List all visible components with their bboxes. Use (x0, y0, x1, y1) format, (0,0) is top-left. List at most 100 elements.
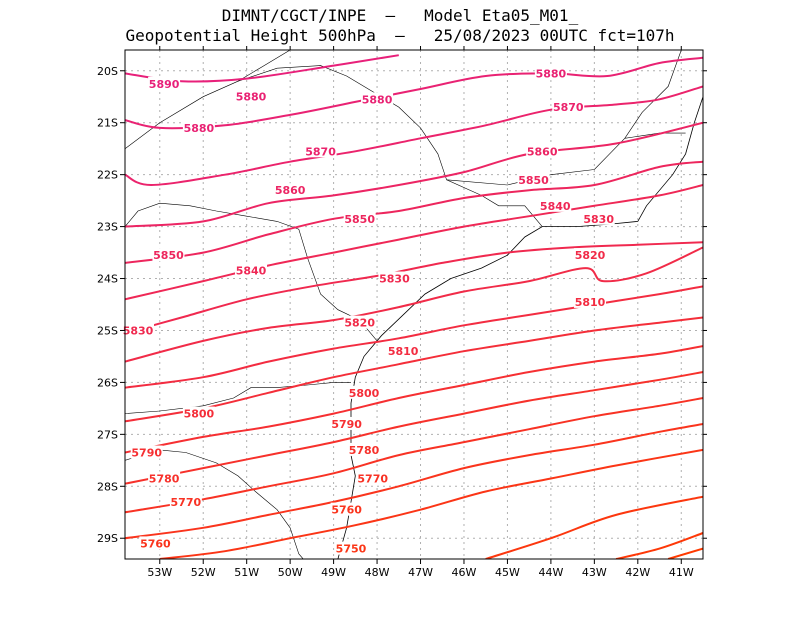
contour-label-bg (122, 323, 155, 337)
contour-label: 5880 (236, 91, 267, 104)
contour-label: 5830 (123, 324, 154, 337)
contour-label-bg (274, 183, 307, 197)
contour-label-bg (148, 76, 181, 90)
contour-label-bg (148, 471, 181, 485)
contour-line-5720 (667, 547, 703, 559)
contour-line-5860 (125, 121, 703, 228)
y-tick-label: 24S (97, 273, 118, 286)
x-tick-label: 46W (452, 566, 477, 579)
x-tick-label: 50W (278, 566, 303, 579)
grid-layer (125, 50, 703, 559)
map-title-line-2: Geopotential Height 500hPa – 25/08/2023 … (125, 26, 675, 45)
x-tick-label: 45W (495, 566, 520, 579)
contour-line-5730 (615, 532, 703, 559)
contour-label: 5810 (388, 345, 419, 358)
y-tick-label: 29S (97, 532, 118, 545)
y-tick-label: 25S (97, 324, 118, 337)
contour-label-bg (235, 89, 268, 103)
coastline (337, 96, 703, 559)
x-tick-label: 49W (321, 566, 346, 579)
contour-label-bg (334, 541, 367, 555)
x-tick-label: 43W (582, 566, 607, 579)
contour-label: 5820 (575, 249, 606, 262)
contour-label-bg (330, 416, 363, 430)
contour-line-5820 (125, 246, 703, 363)
contour-label-bg (517, 172, 550, 186)
contour-label-bg (582, 211, 615, 225)
state-boundary (125, 382, 351, 414)
contour-label: 5770 (171, 496, 202, 509)
contour-label: 5780 (349, 444, 380, 457)
contour-line-5750 (159, 448, 703, 559)
contour-line-5790 (125, 345, 703, 454)
x-tick-label: 52W (191, 566, 216, 579)
contour-label-bg (304, 144, 337, 158)
contour-label-bg (152, 248, 185, 262)
contour-label: 5830 (379, 273, 410, 286)
x-tick-label: 51W (234, 566, 259, 579)
contour-label: 5830 (583, 213, 614, 226)
contour-label: 5880 (184, 122, 215, 135)
contour-label-bg (343, 211, 376, 225)
contour-label: 5790 (331, 418, 362, 431)
contour-label: 5870 (553, 101, 584, 114)
y-axis-ticks: 20S 21S 22S 23S 24S 25S 26S 27S 28S 29S (97, 65, 707, 545)
contour-label-bg (534, 66, 567, 80)
contour-label-bg (235, 263, 268, 277)
contour-line-5850 (125, 160, 703, 264)
map-frame (124, 49, 704, 560)
x-tick-label: 41W (669, 566, 694, 579)
x-tick-label: 48W (365, 566, 390, 579)
state-boundary (125, 449, 304, 559)
contour-label: 5810 (575, 296, 606, 309)
contour-line-5740 (485, 495, 703, 559)
contour-line-5760 (125, 423, 703, 540)
contour-label: 5850 (153, 249, 184, 262)
contour-label-layer: 5890 5880 5880 5880 5880 5870 5870 5860 5860 5850… (122, 66, 615, 556)
contour-line-5810 (125, 285, 703, 389)
contour-label-bg (361, 92, 394, 106)
x-tick-label: 42W (625, 566, 650, 579)
contour-label: 5840 (236, 265, 267, 278)
y-tick-label: 23S (97, 221, 118, 234)
contour-label-bg (169, 494, 202, 508)
contour-label-bg (182, 120, 215, 134)
contour-label: 5890 (149, 78, 180, 91)
x-tick-label: 47W (408, 566, 433, 579)
contour-label-bg (526, 144, 559, 158)
contour-label-bg (130, 445, 163, 459)
contour-layer (125, 54, 703, 559)
contour-label-bg (378, 271, 411, 285)
contour-label: 5800 (184, 408, 215, 421)
contour-label-bg (552, 100, 585, 114)
contour-line-5770 (125, 397, 703, 514)
y-tick-label: 22S (97, 169, 118, 182)
y-tick-label: 21S (97, 117, 118, 130)
contour-label-bg (348, 442, 381, 456)
contour-label: 5750 (336, 543, 367, 556)
contour-label: 5860 (275, 184, 306, 197)
contour-label: 5760 (331, 504, 362, 517)
y-tick-label: 26S (97, 376, 118, 389)
contour-line-5780 (125, 371, 703, 485)
contour-label-bg (139, 536, 172, 550)
contour-label: 5850 (344, 213, 375, 226)
state-boundary (125, 202, 378, 342)
contour-label: 5880 (536, 67, 567, 80)
contour-label: 5780 (149, 472, 180, 485)
contour-label-bg (348, 385, 381, 399)
contour-label: 5790 (131, 447, 162, 460)
contour-line-5870 (125, 85, 703, 187)
contour-label-bg (574, 294, 607, 308)
x-tick-label: 53W (147, 566, 172, 579)
contour-label-bg (539, 198, 572, 212)
y-tick-label: 20S (97, 65, 118, 78)
x-axis-ticks: 53W 52W 51W 50W 49W 48W 47W 46W 45W 44W 43W 42W 41W (147, 46, 694, 579)
contour-label-bg (343, 315, 376, 329)
state-boundary (446, 50, 682, 186)
coastline-layer (337, 96, 703, 559)
contour-label-bg (356, 471, 389, 485)
contour-label: 5770 (357, 472, 388, 485)
contour-label: 5880 (362, 93, 393, 106)
contour-label: 5850 (518, 174, 549, 187)
